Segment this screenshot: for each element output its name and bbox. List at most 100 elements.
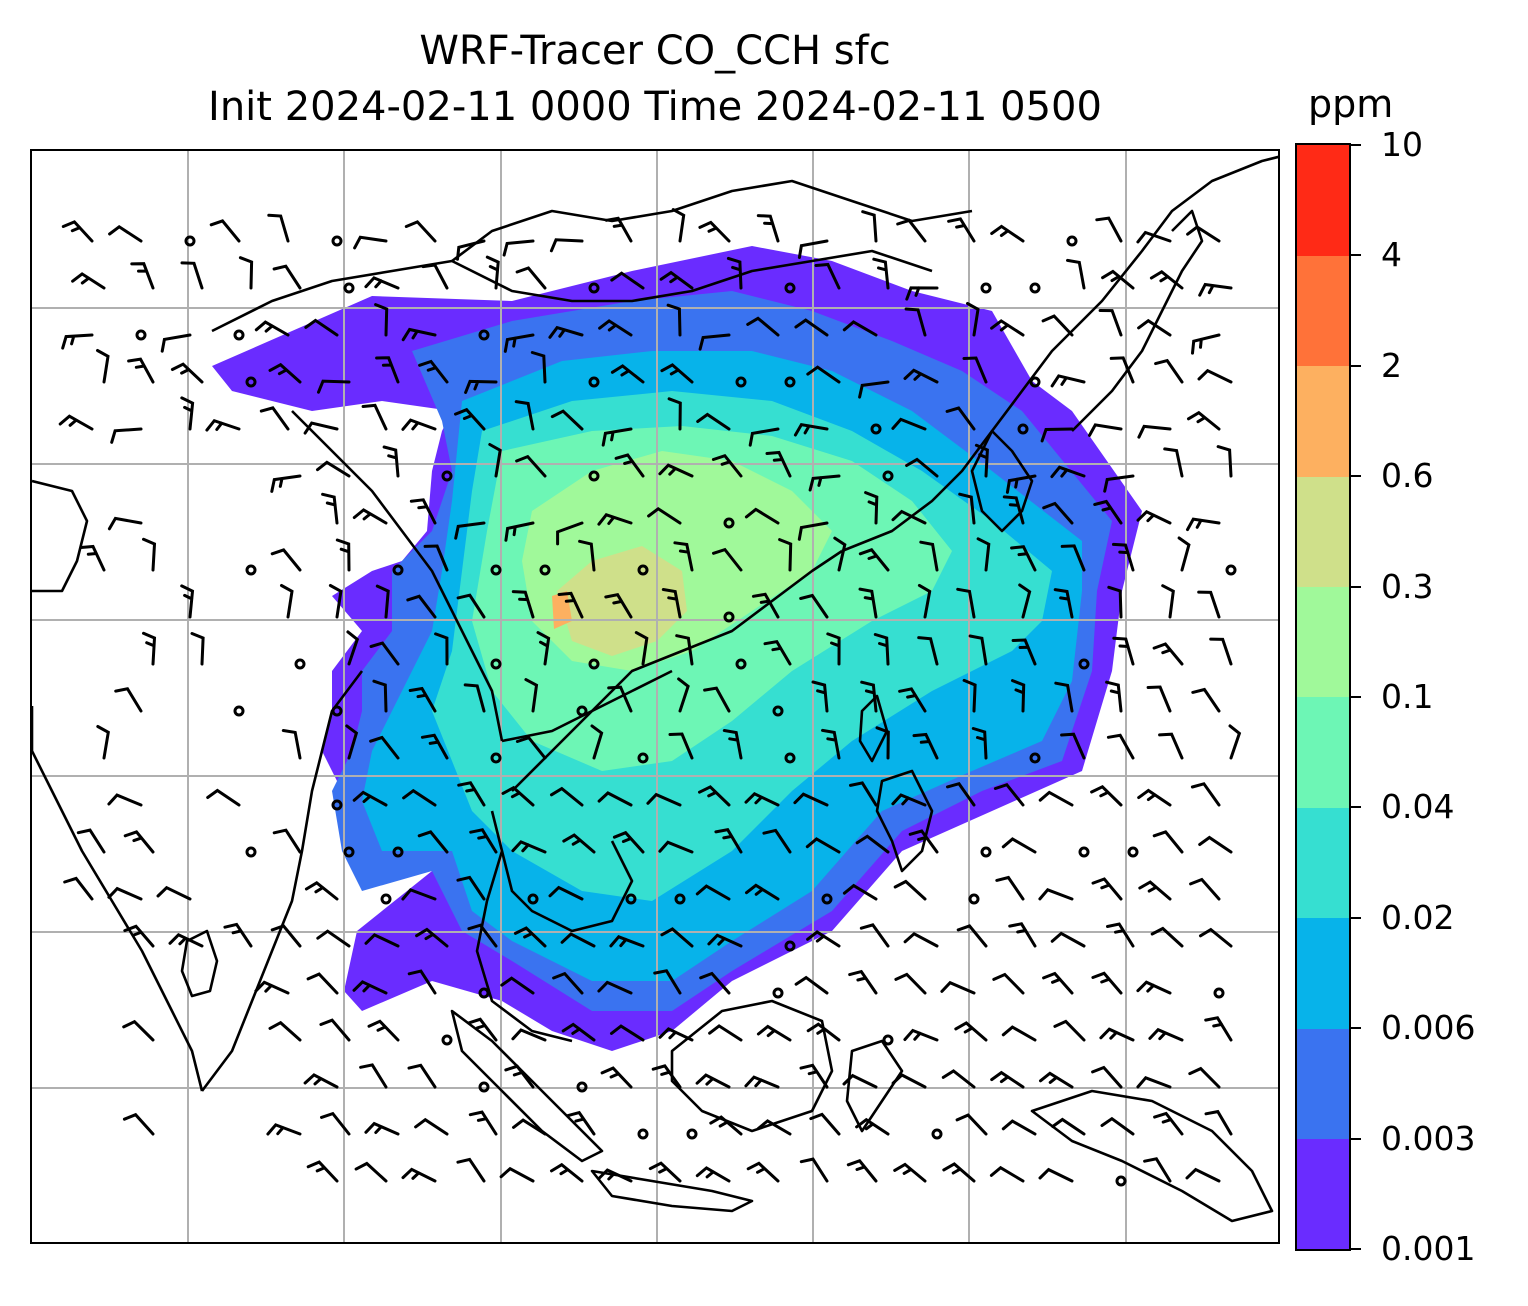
wind-barb: [744, 1075, 780, 1089]
wind-barb: [76, 828, 106, 854]
wind-barb: [1106, 922, 1135, 948]
calm-marker: [331, 235, 343, 247]
colorbar-tick-label: 0.04: [1381, 787, 1455, 827]
calm-marker: [233, 329, 245, 341]
wind-barb: [414, 1117, 449, 1136]
colorbar-segment: [1297, 807, 1349, 919]
wind-barb: [1107, 585, 1123, 619]
lat-lon-gridlines: [32, 151, 1278, 1242]
wind-barb: [190, 632, 205, 666]
wind-barb: [456, 1157, 486, 1183]
wind-barb: [1060, 732, 1086, 760]
wind-barb: [372, 679, 388, 713]
wind-barb: [903, 1028, 939, 1042]
colorbar-segment: [1297, 1138, 1349, 1249]
wind-barb: [1189, 877, 1221, 901]
calm-marker: [968, 893, 980, 905]
calm-marker: [625, 893, 637, 905]
south-asia-coastline: [32, 479, 89, 593]
wind-barb: [501, 785, 535, 807]
wind-barb: [992, 972, 1025, 995]
wind-barb: [1150, 926, 1184, 948]
wind-barb: [695, 1166, 731, 1183]
wind-barb: [345, 724, 359, 760]
wind-barb: [1153, 1111, 1184, 1136]
wind-barb: [746, 1161, 780, 1183]
wind-barb: [707, 933, 743, 948]
colorbar-tick: [1351, 696, 1361, 698]
wind-barb: [401, 888, 437, 901]
wind-barb: [359, 1063, 388, 1089]
wind-barb: [746, 316, 780, 337]
wind-barb: [434, 632, 449, 666]
wind-barb: [942, 1162, 976, 1183]
wind-barb: [156, 885, 192, 901]
wind-barb: [1002, 495, 1025, 525]
wind-barb: [891, 417, 927, 431]
wind-barb: [108, 224, 143, 243]
wind-barb: [946, 781, 976, 807]
map-title: WRF-Tracer CO_CCH sfc: [419, 28, 891, 74]
colorbar-segment: [1297, 365, 1349, 477]
calm-marker: [882, 470, 894, 482]
wind-barb: [695, 1073, 731, 1089]
wind-barb: [1054, 681, 1074, 713]
wind-barb: [658, 463, 694, 478]
calm-marker: [294, 658, 306, 670]
wind-barb: [270, 548, 302, 572]
wind-barb: [328, 584, 343, 619]
wind-barb: [765, 450, 792, 478]
wind-barb: [873, 633, 890, 666]
wind-barb: [107, 886, 143, 901]
wind-barb: [826, 632, 841, 666]
calm-marker: [674, 893, 686, 905]
wind-barb: [71, 272, 106, 290]
wind-barb: [1099, 1027, 1135, 1042]
wind-barb: [1198, 835, 1233, 854]
calm-marker: [441, 1034, 453, 1046]
wind-barb: [418, 359, 449, 384]
wind-barb: [762, 828, 792, 854]
wind-barb: [908, 829, 939, 854]
wind-barb: [1018, 583, 1032, 619]
wind-barb: [335, 538, 351, 572]
wind-barb: [809, 1112, 841, 1136]
wind-barb: [597, 791, 633, 807]
sumatra: [450, 1009, 604, 1163]
wind-barb: [254, 980, 290, 995]
wind-barb: [1005, 474, 1037, 494]
colorbar-tick-label: 0.001: [1381, 1229, 1476, 1268]
wind-barb: [793, 792, 829, 807]
calm-marker: [931, 1128, 943, 1140]
calm-marker: [637, 1128, 649, 1140]
wind-barb: [744, 791, 780, 807]
wind-barb: [304, 318, 339, 337]
calm-marker: [1078, 846, 1090, 858]
wind-barb: [806, 1022, 841, 1042]
wind-barb: [668, 732, 694, 760]
wind-barb: [673, 541, 694, 572]
wind-barb: [272, 828, 302, 854]
wind-barb: [855, 1117, 890, 1136]
china-east-coast: [841, 155, 1278, 553]
calm-marker: [735, 658, 747, 670]
wind-barb: [699, 971, 731, 995]
wind-barb: [375, 584, 390, 619]
wind-barb: [604, 593, 633, 619]
calm-marker: [478, 1081, 490, 1093]
wind-barb: [658, 840, 694, 854]
wind-barb: [894, 972, 927, 995]
wind-barb: [401, 1167, 437, 1183]
wind-barb: [96, 725, 110, 760]
wind-barb: [79, 544, 106, 572]
wind-barb: [962, 356, 988, 384]
wind-barb: [170, 362, 204, 384]
wind-barb: [515, 266, 547, 290]
wind-barb: [864, 491, 879, 525]
wind-barb: [990, 1070, 1025, 1089]
wind-barb: [601, 427, 633, 447]
calm-marker: [1078, 658, 1090, 670]
wind-barb: [1112, 636, 1135, 666]
coastlines: [32, 155, 1278, 1223]
wind-barb: [811, 680, 829, 713]
